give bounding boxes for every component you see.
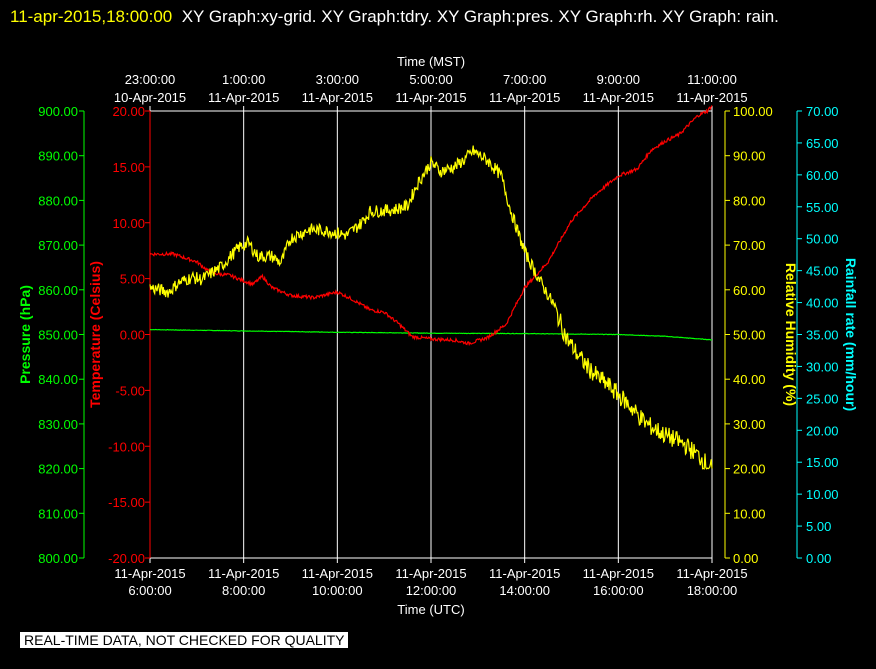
temperature-tick-label: -20.00 <box>108 551 145 566</box>
top-tick-time: 5:00:00 <box>409 72 452 87</box>
temperature-tick-label: -15.00 <box>108 495 145 510</box>
temperature-axis-title: Temperature (Celsius) <box>87 261 103 408</box>
x-tick-date: 11-Apr-2015 <box>302 566 373 581</box>
x-tick-time: 18:00:00 <box>687 583 738 598</box>
header-graph-list: XY Graph:xy-grid. XY Graph:tdry. XY Grap… <box>181 7 779 26</box>
rain-tick-label: 55.00 <box>806 200 839 215</box>
rain-tick-label: 40.00 <box>806 296 839 311</box>
pressure-tick-label: 870.00 <box>38 238 78 253</box>
x-tick-time: 12:00:00 <box>406 583 457 598</box>
temperature-tick-label: 0.00 <box>120 328 145 343</box>
pressure-series-line <box>150 328 712 341</box>
top-tick-date: 11-Apr-2015 <box>583 90 654 105</box>
top-tick-time: 1:00:00 <box>222 72 265 87</box>
top-axis-title: Time (MST) <box>397 54 465 69</box>
temperature-tick-label: 10.00 <box>112 216 145 231</box>
rain-tick-label: 15.00 <box>806 455 839 470</box>
rain-tick-label: 10.00 <box>806 487 839 502</box>
pressure-axis-title: Pressure (hPa) <box>17 285 33 384</box>
pressure-tick-label: 880.00 <box>38 193 78 208</box>
pressure-tick-label: 810.00 <box>38 506 78 521</box>
rain-tick-label: 30.00 <box>806 359 839 374</box>
humidity-tick-label: 80.00 <box>733 193 766 208</box>
humidity-tick-label: 50.00 <box>733 328 766 343</box>
humidity-tick-label: 30.00 <box>733 417 766 432</box>
rain-tick-label: 60.00 <box>806 168 839 183</box>
x-tick-date: 11-Apr-2015 <box>583 566 654 581</box>
top-tick-date: 11-Apr-2015 <box>676 90 747 105</box>
pressure-tick-label: 850.00 <box>38 328 78 343</box>
x-tick-time: 6:00:00 <box>128 583 171 598</box>
top-tick-date: 11-Apr-2015 <box>489 90 560 105</box>
rain-tick-label: 35.00 <box>806 328 839 343</box>
humidity-tick-label: 40.00 <box>733 372 766 387</box>
quality-warning-label: REAL-TIME DATA, NOT CHECKED FOR QUALITY <box>20 632 349 648</box>
top-tick-time: 3:00:00 <box>316 72 359 87</box>
x-tick-date: 11-Apr-2015 <box>208 566 279 581</box>
pressure-tick-label: 840.00 <box>38 372 78 387</box>
pressure-tick-label: 900.00 <box>38 104 78 119</box>
rain-axis-title: Rainfall rate (mm/hour) <box>843 258 859 411</box>
pressure-tick-label: 820.00 <box>38 462 78 477</box>
x-tick-time: 14:00:00 <box>499 583 550 598</box>
top-tick-time: 9:00:00 <box>597 72 640 87</box>
header-timestamp: 11-apr-2015,18:00:00 <box>10 7 173 26</box>
temperature-tick-label: 15.00 <box>112 160 145 175</box>
top-tick-time: 7:00:00 <box>503 72 546 87</box>
x-tick-time: 8:00:00 <box>222 583 265 598</box>
rain-tick-label: 5.00 <box>806 519 831 534</box>
humidity-tick-label: 70.00 <box>733 238 766 253</box>
rain-tick-label: 25.00 <box>806 391 839 406</box>
humidity-tick-label: 90.00 <box>733 149 766 164</box>
humidity-tick-label: 20.00 <box>733 462 766 477</box>
x-tick-date: 11-Apr-2015 <box>114 566 185 581</box>
x-tick-time: 16:00:00 <box>593 583 644 598</box>
graph-header: 11-apr-2015,18:00:00 XY Graph:xy-grid. X… <box>10 4 870 30</box>
top-tick-time: 23:00:00 <box>125 72 176 87</box>
x-axis-title: Time (UTC) <box>397 602 464 617</box>
x-tick-time: 10:00:00 <box>312 583 363 598</box>
top-tick-date: 11-Apr-2015 <box>395 90 466 105</box>
pressure-tick-label: 890.00 <box>38 149 78 164</box>
top-tick-date: 11-Apr-2015 <box>302 90 373 105</box>
pressure-tick-label: 830.00 <box>38 417 78 432</box>
pressure-tick-label: 860.00 <box>38 283 78 298</box>
rain-tick-label: 20.00 <box>806 423 839 438</box>
x-tick-date: 11-Apr-2015 <box>676 566 747 581</box>
x-tick-date: 11-Apr-2015 <box>489 566 560 581</box>
rain-tick-label: 65.00 <box>806 136 839 151</box>
top-tick-time: 11:00:00 <box>687 72 737 87</box>
humidity-tick-label: 60.00 <box>733 283 766 298</box>
rain-tick-label: 45.00 <box>806 264 839 279</box>
top-tick-date: 10-Apr-2015 <box>114 90 186 105</box>
temperature-tick-label: -10.00 <box>108 439 145 454</box>
temperature-tick-label: 5.00 <box>120 272 145 287</box>
pressure-tick-label: 800.00 <box>38 551 78 566</box>
rain-tick-label: 50.00 <box>806 232 839 247</box>
humidity-tick-label: 10.00 <box>733 506 766 521</box>
temperature-tick-label: 20.00 <box>112 104 145 119</box>
rain-tick-label: 70.00 <box>806 104 839 119</box>
x-tick-date: 11-Apr-2015 <box>395 566 466 581</box>
temperature-tick-label: -5.00 <box>115 383 145 398</box>
rain-tick-label: 0.00 <box>806 551 831 566</box>
humidity-tick-label: 100.00 <box>733 104 773 119</box>
humidity-series-line <box>149 145 713 470</box>
humidity-axis-title: Relative Humidity (%) <box>783 263 799 406</box>
humidity-tick-label: 0.00 <box>733 551 758 566</box>
temperature-series-line <box>149 105 713 347</box>
top-tick-date: 11-Apr-2015 <box>208 90 279 105</box>
